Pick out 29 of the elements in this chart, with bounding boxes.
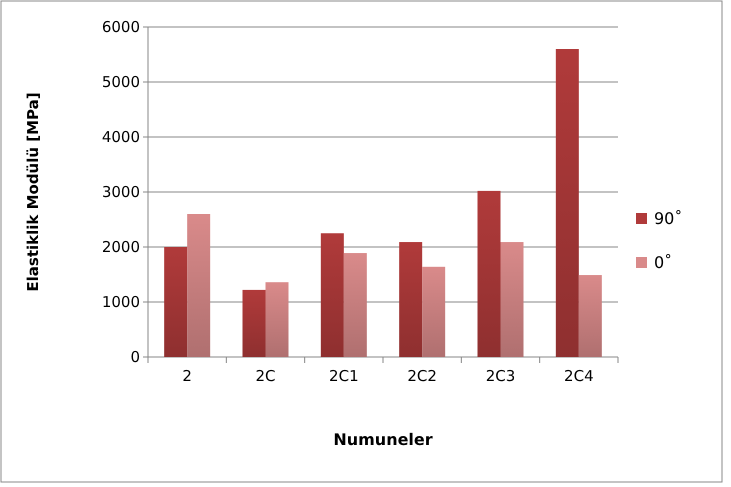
legend-label: 90˚: [654, 209, 682, 228]
x-tick-label: 2C: [255, 367, 276, 385]
bar: [242, 290, 266, 357]
y-tick-label: 2000: [102, 238, 140, 256]
legend-label: 0˚: [654, 253, 672, 272]
y-tick-label: 0: [130, 348, 140, 366]
x-tick-label: 2C1: [329, 367, 359, 385]
bar: [164, 247, 188, 357]
y-tick-label: 4000: [102, 128, 140, 146]
x-axis-title: Numuneler: [333, 430, 433, 449]
y-axis-title: Elastiklik Modülü [MPa]: [24, 92, 42, 292]
y-tick-label: 1000: [102, 292, 140, 311]
x-tick-label: 2C3: [486, 367, 516, 385]
y-tick-label: 6000: [102, 18, 140, 36]
y-tick-label: 5000: [102, 72, 140, 91]
x-tick-label: 2C2: [407, 367, 437, 385]
x-tick-label: 2C4: [564, 367, 594, 385]
bar: [320, 233, 344, 357]
bar: [187, 214, 210, 357]
bar: [500, 242, 524, 357]
y-tick-label: 3000: [102, 182, 140, 201]
bar: [422, 266, 446, 357]
bar: [578, 275, 602, 357]
bar: [556, 49, 579, 357]
bar: [399, 242, 422, 357]
bar: [266, 282, 288, 357]
x-tick-label: 2: [182, 367, 192, 385]
bar: [478, 190, 500, 357]
bar: [344, 253, 367, 357]
